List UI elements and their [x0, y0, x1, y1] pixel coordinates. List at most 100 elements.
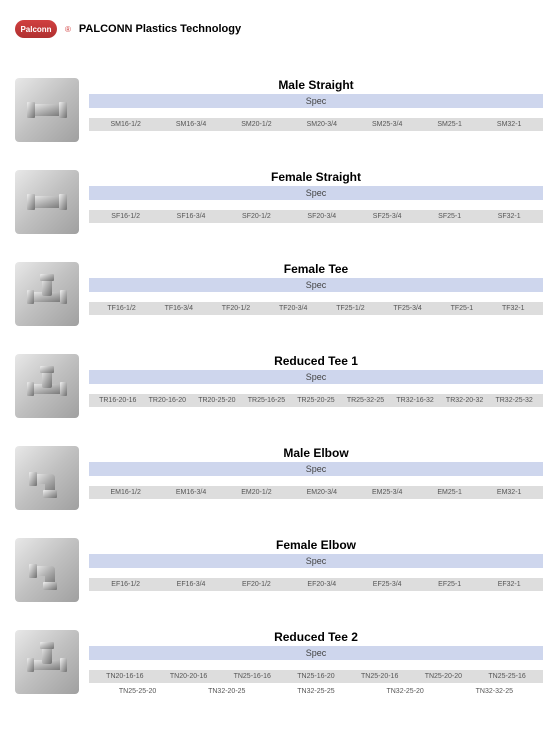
spec-item: SF25-3/4: [371, 212, 404, 221]
product-row: Female TeeSpecTF16-1/2TF16-3/4TF20-1/2TF…: [15, 262, 543, 326]
spec-item: TR25-32-25: [345, 396, 386, 405]
spec-row: TF16-1/2 TF16-3/4 TF20-1/2 TF20-3/4 TF25-1/2…: [89, 302, 543, 315]
spec-item: EF25-1: [436, 580, 463, 589]
product-row: Female Elbow Spec EF16-1/2 EF16-3/4 EF20-1/2…: [15, 538, 543, 602]
spec-item: TF32-1: [500, 304, 527, 313]
spec-item: TN25-25-16: [486, 672, 527, 681]
spec-item: EF20-1/2: [240, 580, 273, 589]
spec-item: TN25-16-16: [232, 672, 273, 681]
spec-item: TN32-20-25: [206, 687, 247, 696]
product-info: Female StraightSpecSF16-1/2SF16-3/4SF20-…: [89, 170, 543, 223]
product-thumbnail: [15, 538, 79, 602]
spec-item: TF25-1: [449, 304, 476, 313]
product-title: Male Elbow: [89, 446, 543, 460]
spec-item: EF32-1: [496, 580, 523, 589]
spec-item: TR32-25-32: [493, 396, 534, 405]
spec-row: SM16-1/2 SM16-3/4 SM20-1/2 SM20-3/4 SM25-3/4…: [89, 118, 543, 131]
spec-item: TN32-32-25: [474, 687, 515, 696]
product-info: Female Elbow Spec EF16-1/2 EF16-3/4 EF20-1/2…: [89, 538, 543, 591]
product-row: Male ElbowSpecEM16-1/2EM16-3/4EM20-1/2EM…: [15, 446, 543, 510]
product-title: Female Tee: [89, 262, 543, 276]
logo-text: Palconn: [20, 25, 51, 34]
spec-item: SF16-3/4: [175, 212, 208, 221]
spec-item: SF16-1/2: [109, 212, 142, 221]
spec-item: TR16-20-16: [97, 396, 138, 405]
spec-item: TF20-3/4: [277, 304, 309, 313]
spec-item: EM16-1/2: [109, 488, 143, 497]
spec-item: SM20-1/2: [239, 120, 273, 129]
product-thumbnail: [15, 354, 79, 418]
registered-mark: ®: [65, 25, 71, 34]
spec-item: TN32-25-20: [384, 687, 425, 696]
product-info: Male Straight Spec SM16-1/2 SM16-3/4 SM20-1/…: [89, 78, 543, 131]
spec-item: TF25-3/4: [391, 304, 423, 313]
spec-item: SF32-1: [496, 212, 523, 221]
spec-item: SF25-1: [436, 212, 463, 221]
spec-item: EF16-3/4: [175, 580, 208, 589]
spec-item: SM32-1: [495, 120, 524, 129]
spec-item: EM25-1: [435, 488, 464, 497]
spec-item: TR32-20-32: [444, 396, 485, 405]
spec-item: EM20-1/2: [239, 488, 273, 497]
spec-row: EM16-1/2 EM16-3/4 EM20-1/2 EM20-3/4 EM25-3/4…: [89, 486, 543, 499]
product-thumbnail: [15, 630, 79, 694]
spec-item: EM32-1: [495, 488, 524, 497]
products-list: Male Straight Spec SM16-1/2 SM16-3/4 SM20-1/…: [15, 78, 543, 696]
spec-item: SM20-3/4: [305, 120, 339, 129]
spec-item: TF16-3/4: [163, 304, 195, 313]
spec-item: EM20-3/4: [305, 488, 339, 497]
spec-item: TN25-16-20: [295, 672, 336, 681]
spec-item: EF16-1/2: [109, 580, 142, 589]
spec-item: SF20-1/2: [240, 212, 273, 221]
spec-item: EF25-3/4: [371, 580, 404, 589]
spec-header: Spec: [89, 94, 543, 108]
spec-item: TR25-20-25: [295, 396, 336, 405]
spec-row-secondary: TN25-25-20 TN32-20-25 TN32-25-25 TN32-25-20…: [89, 683, 543, 696]
product-thumbnail: [15, 262, 79, 326]
product-thumbnail: [15, 446, 79, 510]
spec-item: SM25-1: [435, 120, 464, 129]
product-row: Reduced Tee 2SpecTN20-16-16TN20-20-16TN2…: [15, 630, 543, 696]
spec-item: SM16-3/4: [174, 120, 208, 129]
product-row: Reduced Tee 1 Spec TR16-20-16 TR20-16-20 TR2…: [15, 354, 543, 418]
product-title: Male Straight: [89, 78, 543, 92]
spec-header: Spec: [89, 278, 543, 292]
spec-item: TF16-1/2: [105, 304, 137, 313]
spec-item: EM25-3/4: [370, 488, 404, 497]
spec-header: Spec: [89, 370, 543, 384]
brand-name: PALCONN Plastics Technology: [79, 23, 241, 35]
spec-item: SM16-1/2: [109, 120, 143, 129]
spec-item: SM25-3/4: [370, 120, 404, 129]
spec-item: TN25-20-16: [359, 672, 400, 681]
product-title: Reduced Tee 2: [89, 630, 543, 644]
spec-item: TR20-16-20: [147, 396, 188, 405]
spec-item: TF25-1/2: [334, 304, 366, 313]
spec-header: Spec: [89, 554, 543, 568]
spec-item: TN20-20-16: [168, 672, 209, 681]
product-row: Female StraightSpecSF16-1/2SF16-3/4SF20-…: [15, 170, 543, 234]
product-info: Reduced Tee 2SpecTN20-16-16TN20-20-16TN2…: [89, 630, 543, 696]
spec-row: TR16-20-16 TR20-16-20 TR20-25-20 TR25-16-25…: [89, 394, 543, 407]
product-title: Female Elbow: [89, 538, 543, 552]
spec-item: TN25-20-20: [423, 672, 464, 681]
product-thumbnail: [15, 170, 79, 234]
spec-item: TN20-16-16: [104, 672, 145, 681]
spec-item: TN25-25-20: [117, 687, 158, 696]
spec-item: TR25-16-25: [246, 396, 287, 405]
spec-row: EF16-1/2 EF16-3/4 EF20-1/2 EF20-3/4 EF25-3/4…: [89, 578, 543, 591]
spec-header: Spec: [89, 646, 543, 660]
spec-item: SF20-3/4: [305, 212, 338, 221]
spec-item: TR20-25-20: [196, 396, 237, 405]
product-info: Male ElbowSpecEM16-1/2EM16-3/4EM20-1/2EM…: [89, 446, 543, 499]
spec-item: TR32-16-32: [394, 396, 435, 405]
product-title: Reduced Tee 1: [89, 354, 543, 368]
spec-item: EF20-3/4: [305, 580, 338, 589]
product-info: Reduced Tee 1 Spec TR16-20-16 TR20-16-20 TR2…: [89, 354, 543, 407]
spec-item: TF20-1/2: [220, 304, 252, 313]
spec-row: SF16-1/2 SF16-3/4 SF20-1/2 SF20-3/4 SF25-3/4…: [89, 210, 543, 223]
spec-item: EM16-3/4: [174, 488, 208, 497]
product-title: Female Straight: [89, 170, 543, 184]
spec-row: TN20-16-16 TN20-20-16 TN25-16-16 TN25-16-20…: [89, 670, 543, 683]
spec-item: TN32-25-25: [295, 687, 336, 696]
brand-logo: Palconn: [15, 20, 57, 38]
